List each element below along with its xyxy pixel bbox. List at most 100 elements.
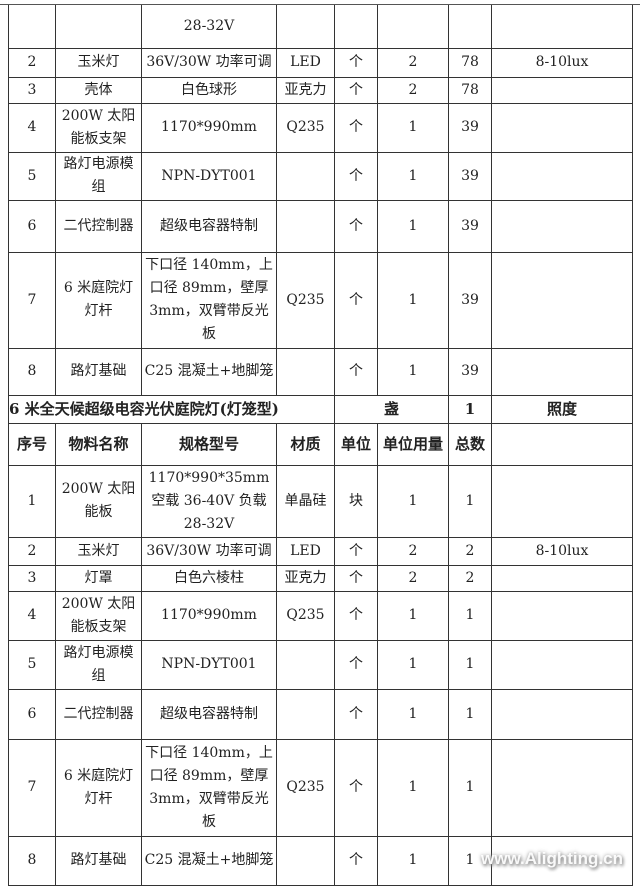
- cell-qty: 1: [377, 151, 449, 201]
- table-row: 3 灯罩 白色六棱柱 亚克力个 2 2: [8, 564, 633, 592]
- cell-no: 4: [8, 102, 56, 153]
- cell-material: Q235: [276, 102, 335, 153]
- cell-note: [491, 639, 633, 690]
- cell-material: [276, 199, 335, 253]
- cell-material: [276, 5, 335, 49]
- cell-total: 39: [448, 347, 492, 396]
- cell-unit: 个: [334, 199, 378, 253]
- table-row: 8 路灯基础 C25 混凝土+地脚笼 个 1 39: [8, 347, 633, 396]
- cell-no: 8: [8, 347, 56, 396]
- table-row: 1 200W 太阳能板 1170*990*35mm 空载 36-40V 负载 28-…: [8, 464, 633, 538]
- cell-note: [491, 564, 633, 592]
- cell-qty: 1: [377, 738, 449, 837]
- cell-qty: 2: [377, 47, 449, 78]
- header-unit: 单位: [334, 422, 378, 466]
- cell-spec: 下口径 140mm，上口径 89mm，壁厚 3mm，双臂带反光板: [141, 251, 277, 349]
- cell-no: 7: [8, 738, 56, 837]
- table-row: 5 路灯电源模组 NPN-DYT001 个 1 39: [8, 151, 633, 201]
- cell-material: [276, 639, 335, 690]
- cell-qty: 2: [377, 76, 449, 104]
- cell-spec: C25 混凝土+地脚笼: [141, 347, 277, 396]
- cell-qty: 1: [377, 347, 449, 396]
- header-spec: 规格型号: [141, 422, 277, 466]
- cell-note: [491, 835, 633, 886]
- cell-spec: 36V/30W 功率可调: [141, 536, 277, 566]
- cell-unit: 个: [334, 536, 378, 566]
- header-total: 总数: [448, 422, 492, 466]
- cell-spec: NPN-DYT001: [141, 151, 277, 201]
- cell-no: 2: [8, 536, 56, 566]
- cell-spec: 1170*990mm: [141, 102, 277, 153]
- table-row: 28-32V: [8, 5, 633, 49]
- cell-spec: 超级电容器特制: [141, 688, 277, 740]
- cell-spec: 下口径 140mm，上口径 89mm，壁厚 3mm，双臂带反光板: [141, 738, 277, 837]
- cell-material: Q235: [276, 251, 335, 349]
- illuminance-header: 照度: [491, 394, 633, 424]
- cell-spec: C25 混凝土+地脚笼: [141, 835, 277, 886]
- section2-title-row: 6 米全天候超级电容光伏庭院灯(灯笼型) 盏 1 照度: [8, 394, 633, 424]
- cell-no: 5: [8, 151, 56, 201]
- cell-total: 2: [448, 536, 492, 566]
- cell-total: 39: [448, 251, 492, 349]
- cell-unit: 个: [334, 76, 378, 104]
- cell-note: 8-10lux: [491, 47, 633, 78]
- cell-name: 200W 太阳能板支架: [55, 590, 142, 641]
- cell-name: 壳体: [55, 76, 142, 104]
- cell-name: 200W 太阳能板: [55, 464, 142, 538]
- cell-name: 200W 太阳能板支架: [55, 102, 142, 153]
- cell-note: [491, 5, 633, 49]
- cell-unit: 个: [334, 564, 378, 592]
- cell-total: 1: [448, 464, 492, 538]
- header-row: 序号 物料名称 规格型号 材质 单位 单位用量 总数: [8, 422, 633, 466]
- header-note: [491, 422, 633, 466]
- cell-qty: 1: [377, 639, 449, 690]
- cell-note: [491, 76, 633, 104]
- cell-spec: 1170*990mm: [141, 590, 277, 641]
- cell-material: 亚克力: [276, 564, 335, 592]
- cell-no: 4: [8, 590, 56, 641]
- cell-total: 78: [448, 76, 492, 104]
- cell-name: [55, 5, 142, 49]
- cell-unit: 个: [334, 47, 378, 78]
- cell-note: [491, 590, 633, 641]
- cell-total: 1: [448, 590, 492, 641]
- table-row: 4 200W 太阳能板支架 1170*990mm Q235 个 1 1: [8, 590, 633, 641]
- cell-no: 3: [8, 76, 56, 104]
- cell-spec: 1170*990*35mm 空载 36-40V 负载 28-32V: [141, 464, 277, 538]
- cell-note: [491, 199, 633, 253]
- cell-qty: 2: [377, 564, 449, 592]
- cell-note: [491, 151, 633, 201]
- cell-qty: 1: [377, 688, 449, 740]
- section-count: 1: [448, 394, 492, 424]
- cell-total: 1: [448, 639, 492, 690]
- cell-unit: 个: [334, 151, 378, 201]
- cell-no: 6: [8, 688, 56, 740]
- table-row: 4 200W 太阳能板支架 1170*990mm Q235 个 1 39: [8, 102, 633, 153]
- cell-name: 路灯电源模组: [55, 639, 142, 690]
- cell-note: 8-10lux: [491, 536, 633, 566]
- section-unit: 盏: [334, 394, 449, 424]
- bill-of-materials-table: 28-32V 2 玉米灯 36V/30W 功率可调 LED 个 2 78 8-10lux 3 壳体白…: [8, 5, 633, 886]
- cell-total: 78: [448, 47, 492, 78]
- cell-no: 8: [8, 835, 56, 886]
- cell-unit: 个: [334, 688, 378, 740]
- cell-unit: 块: [334, 464, 378, 538]
- table-row: 3 壳体 白色球形 亚克力个 2 78: [8, 76, 633, 104]
- cell-spec: 白色球形: [141, 76, 277, 104]
- cell-total: 39: [448, 102, 492, 153]
- cell-name: 6 米庭院灯灯杆: [55, 251, 142, 349]
- cell-no: 1: [8, 464, 56, 538]
- cell-note: [491, 738, 633, 837]
- cell-qty: 1: [377, 199, 449, 253]
- cell-material: [276, 835, 335, 886]
- header-no: 序号: [8, 422, 56, 466]
- cell-material: [276, 688, 335, 740]
- cell-unit: [334, 5, 378, 49]
- cell-note: [491, 688, 633, 740]
- cell-note: [491, 464, 633, 538]
- cell-total: 1: [448, 738, 492, 837]
- cell-qty: 1: [377, 251, 449, 349]
- section1-body: 28-32V 2 玉米灯 36V/30W 功率可调 LED 个 2 78 8-10lux 3 壳体白…: [8, 5, 633, 396]
